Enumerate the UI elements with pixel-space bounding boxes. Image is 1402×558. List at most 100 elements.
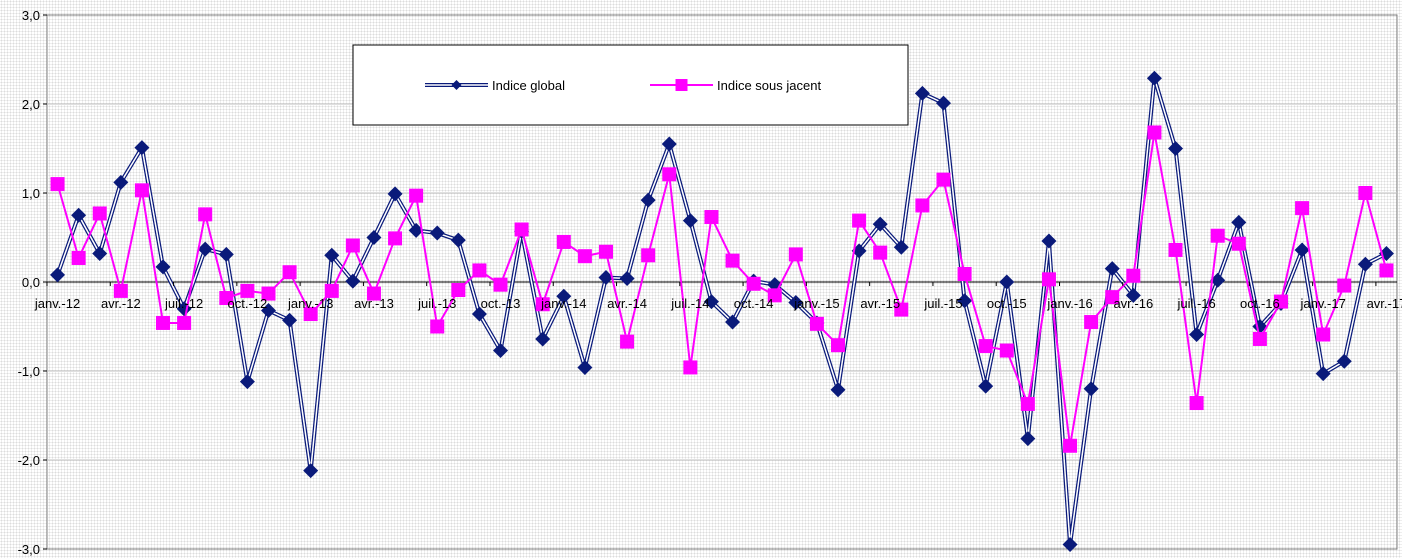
data-point-indice-global <box>92 246 108 262</box>
data-point-indice-global <box>1315 366 1331 382</box>
data-point-indice-sous-jacent <box>430 319 445 334</box>
x-tick-label: juil.-15 <box>923 296 962 311</box>
data-point-indice-global <box>50 267 66 283</box>
data-point-indice-global <box>577 359 593 375</box>
data-point-indice-global <box>872 216 888 232</box>
data-point-indice-sous-jacent <box>92 206 107 221</box>
data-point-indice-global <box>408 222 424 238</box>
data-point-indice-sous-jacent <box>134 183 149 198</box>
x-tick-label: janv.-12 <box>34 296 80 311</box>
data-point-indice-global <box>134 140 150 156</box>
data-point-indice-global <box>935 95 951 111</box>
data-point-indice-sous-jacent <box>472 263 487 278</box>
data-point-indice-sous-jacent <box>219 291 234 306</box>
x-tick-label: avr.-16 <box>1113 296 1153 311</box>
data-point-indice-global <box>830 382 846 398</box>
data-point-indice-global <box>725 314 741 330</box>
data-point-indice-sous-jacent <box>999 343 1014 358</box>
data-point-indice-sous-jacent <box>261 286 276 301</box>
data-point-indice-global <box>1357 256 1373 272</box>
data-point-indice-sous-jacent <box>809 316 824 331</box>
x-tick-label: janv.-16 <box>1046 296 1092 311</box>
data-point-indice-global <box>239 374 255 390</box>
y-tick-label: 3,0 <box>22 8 40 23</box>
data-point-indice-global <box>640 192 656 208</box>
data-point-indice-sous-jacent <box>957 266 972 281</box>
y-axis-ticks: 3,0 2,0 1,0 0,0 -1,0 -2,0 -3,0 <box>18 8 47 557</box>
y-tick-label: 2,0 <box>22 97 40 112</box>
data-point-indice-sous-jacent <box>1337 278 1352 293</box>
x-tick-label: janv.-14 <box>540 296 586 311</box>
data-point-indice-sous-jacent <box>366 286 381 301</box>
data-point-indice-global <box>1336 353 1352 369</box>
data-point-indice-global <box>260 302 276 318</box>
data-point-indice-sous-jacent <box>345 238 360 253</box>
data-point-indice-global <box>1189 327 1205 343</box>
data-point-indice-global <box>303 463 319 479</box>
data-point-indice-sous-jacent <box>1105 290 1120 305</box>
x-tick-label: avr.-12 <box>101 296 141 311</box>
data-point-indice-sous-jacent <box>620 334 635 349</box>
data-point-indice-global <box>598 270 614 286</box>
data-point-indice-sous-jacent <box>556 234 571 249</box>
data-point-indice-sous-jacent <box>641 248 656 263</box>
data-point-indice-sous-jacent <box>725 253 740 268</box>
data-point-indice-sous-jacent <box>1295 201 1310 216</box>
data-point-indice-global <box>682 213 698 229</box>
data-point-indice-sous-jacent <box>1168 242 1183 257</box>
data-point-indice-sous-jacent <box>873 245 888 260</box>
series-line-indice-sous-jacent <box>56 132 1388 446</box>
x-tick-label: avr.-13 <box>354 296 394 311</box>
data-point-indice-global <box>535 331 551 347</box>
data-point-indice-sous-jacent <box>1210 228 1225 243</box>
data-point-indice-sous-jacent <box>746 276 761 291</box>
data-point-indice-global <box>1146 70 1162 86</box>
data-point-indice-sous-jacent <box>1063 438 1078 453</box>
data-point-indice-sous-jacent <box>282 265 297 280</box>
data-point-indice-sous-jacent <box>852 213 867 228</box>
data-point-indice-global <box>788 294 804 310</box>
legend-marker-diamond-icon <box>451 80 462 90</box>
data-point-indice-sous-jacent <box>1041 272 1056 287</box>
data-point-indice-global <box>914 85 930 101</box>
data-point-indice-sous-jacent <box>535 297 550 312</box>
x-tick-label: avr.-15 <box>860 296 900 311</box>
data-point-indice-sous-jacent <box>156 315 171 330</box>
data-point-indice-global <box>471 306 487 322</box>
data-point-indice-global <box>450 232 466 248</box>
data-point-indice-global <box>556 288 572 304</box>
data-point-indice-sous-jacent <box>894 302 909 317</box>
data-point-indice-sous-jacent <box>324 283 339 298</box>
data-point-indice-global <box>999 274 1015 290</box>
x-tick-label: janv.-13 <box>287 296 333 311</box>
data-point-indice-sous-jacent <box>240 283 255 298</box>
x-tick-label: oct.-16 <box>1240 296 1280 311</box>
data-point-indice-sous-jacent <box>767 288 782 303</box>
data-point-indice-sous-jacent <box>788 247 803 262</box>
data-point-indice-sous-jacent <box>493 277 508 292</box>
y-tick-label: -1,0 <box>18 364 40 379</box>
data-point-indice-sous-jacent <box>1252 331 1267 346</box>
data-point-indice-sous-jacent <box>915 198 930 213</box>
data-point-indice-global <box>113 174 129 190</box>
data-point-indice-sous-jacent <box>409 188 424 203</box>
data-point-indice-global <box>1294 242 1310 258</box>
data-point-indice-sous-jacent <box>177 315 192 330</box>
data-point-indice-global <box>1168 141 1184 156</box>
data-point-indice-sous-jacent <box>1231 236 1246 251</box>
data-point-indice-global <box>71 207 87 223</box>
data-point-indice-global <box>493 343 509 359</box>
legend-label-indice-sous-jacent: Indice sous jacent <box>717 78 821 93</box>
data-point-indice-global <box>218 246 234 262</box>
data-point-indice-sous-jacent <box>71 250 86 265</box>
data-point-indice-global <box>893 239 909 255</box>
data-point-indice-sous-jacent <box>50 177 65 192</box>
x-tick-label: juil.-14 <box>670 296 709 311</box>
data-point-indice-global <box>429 225 445 241</box>
x-tick-label: juil.-16 <box>1176 296 1215 311</box>
data-point-indice-sous-jacent <box>514 222 529 237</box>
x-axis-ticks: janv.-12 avr.-12 juil.-12 oct.-12 janv.-13 av… <box>34 282 1402 311</box>
data-point-indice-sous-jacent <box>1126 268 1141 283</box>
data-point-indice-global <box>366 230 382 245</box>
series-line-inner-indice-global <box>56 77 1387 545</box>
